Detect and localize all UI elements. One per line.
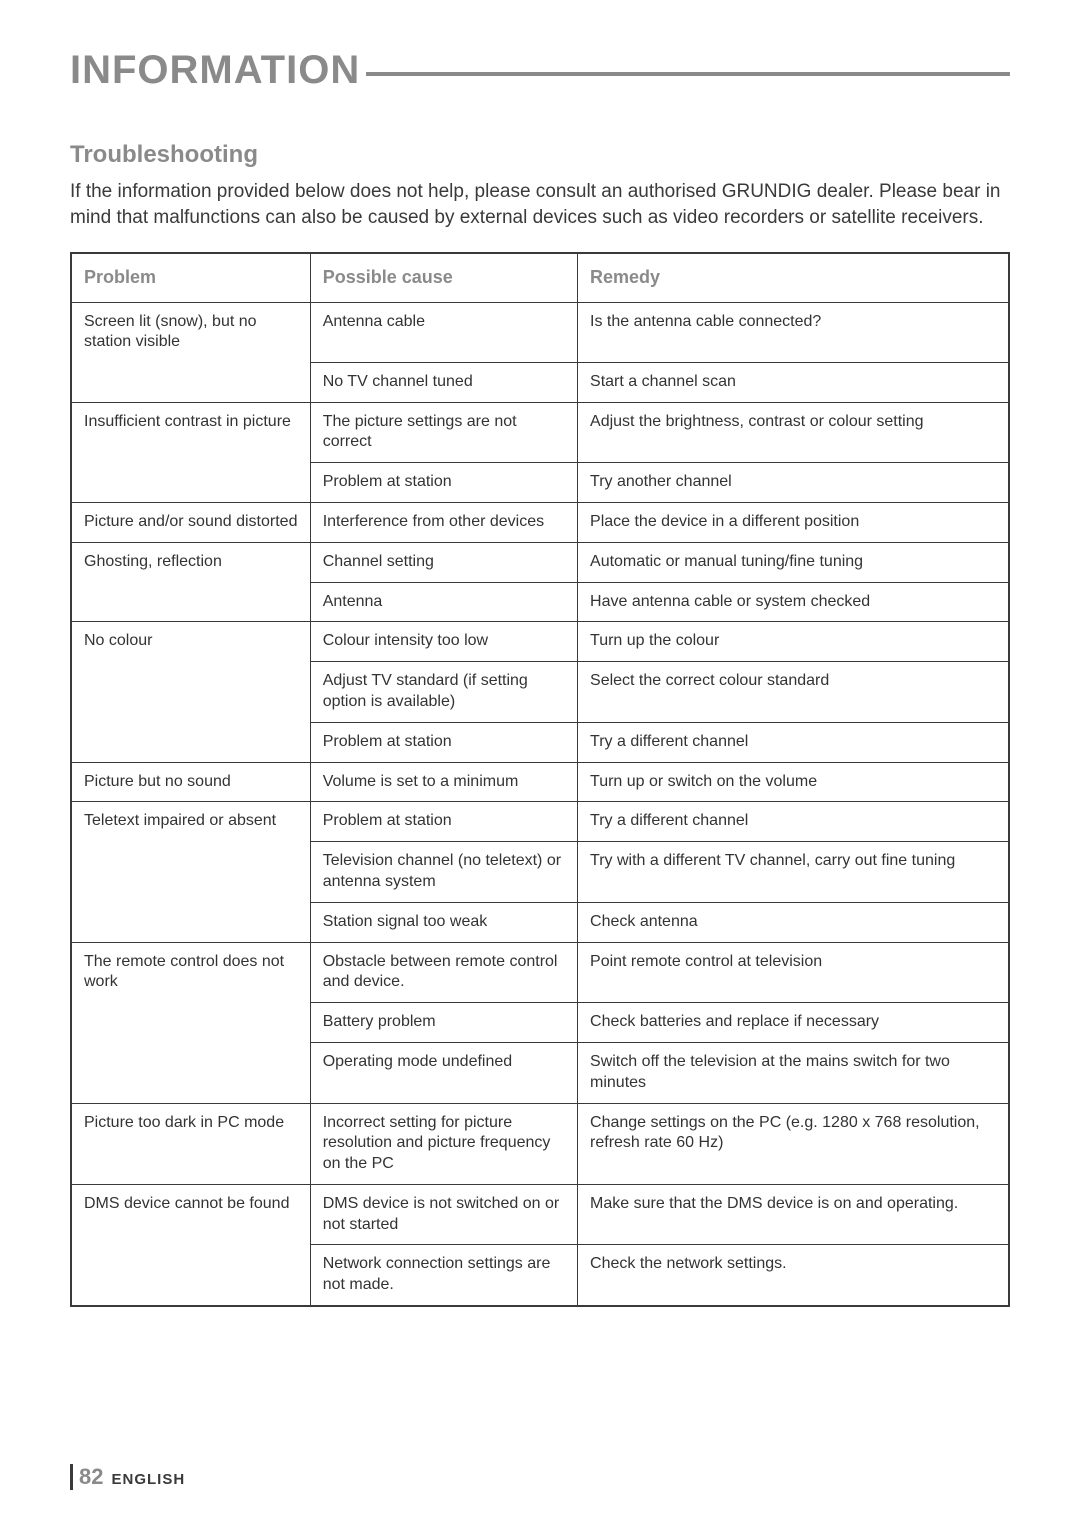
table-row: Picture but no soundVolume is set to a m… — [71, 762, 1009, 802]
table-row: No TV channel tunedStart a channel scan — [71, 362, 1009, 402]
table-row: Problem at stationTry a different channe… — [71, 722, 1009, 762]
cell-remedy: Make sure that the DMS device is on and … — [578, 1184, 1009, 1245]
cell-problem: Picture and/or sound distorted — [71, 502, 310, 542]
cell-cause: Problem at station — [310, 802, 577, 842]
cell-remedy: Is the antenna cable connected? — [578, 302, 1009, 362]
cell-problem: Picture but no sound — [71, 762, 310, 802]
cell-remedy: Automatic or manual tuning/fine tuning — [578, 542, 1009, 582]
cell-cause: Battery problem — [310, 1003, 577, 1043]
cell-problem: Picture too dark in PC mode — [71, 1103, 310, 1184]
cell-cause: Incorrect setting for picture resolution… — [310, 1103, 577, 1184]
cell-remedy: Check batteries and replace if necessary — [578, 1003, 1009, 1043]
chapter-title: INFORMATION — [70, 48, 1010, 93]
cell-remedy: Try a different channel — [578, 802, 1009, 842]
footer-bar — [70, 1464, 73, 1490]
troubleshooting-table: Problem Possible cause Remedy Screen lit… — [70, 252, 1010, 1307]
table-row: Battery problemCheck batteries and repla… — [71, 1003, 1009, 1043]
cell-remedy: Check the network settings. — [578, 1245, 1009, 1306]
cell-cause: Operating mode undefined — [310, 1042, 577, 1103]
chapter-title-text: INFORMATION — [70, 48, 360, 93]
cell-remedy: Try another channel — [578, 463, 1009, 503]
title-rule — [366, 72, 1010, 76]
cell-problem — [71, 662, 310, 723]
cell-problem — [71, 902, 310, 942]
col-cause: Possible cause — [310, 253, 577, 302]
cell-cause: Problem at station — [310, 463, 577, 503]
cell-cause: Network connection settings are not made… — [310, 1245, 577, 1306]
cell-problem: Screen lit (snow), but no station visibl… — [71, 302, 310, 362]
table-body: Screen lit (snow), but no station visibl… — [71, 302, 1009, 1306]
cell-problem — [71, 1042, 310, 1103]
table-row: Ghosting, reflectionChannel settingAutom… — [71, 542, 1009, 582]
cell-problem: No colour — [71, 622, 310, 662]
cell-remedy: Have antenna cable or system checked — [578, 582, 1009, 622]
cell-cause: Problem at station — [310, 722, 577, 762]
cell-problem: Ghosting, reflection — [71, 542, 310, 582]
cell-problem: Teletext impaired or absent — [71, 802, 310, 842]
table-row: Problem at stationTry another channel — [71, 463, 1009, 503]
intro-paragraph: If the information provided below does n… — [70, 179, 1010, 230]
cell-cause: Adjust TV standard (if setting option is… — [310, 662, 577, 723]
cell-problem — [71, 362, 310, 402]
table-row: Picture too dark in PC modeIncorrect set… — [71, 1103, 1009, 1184]
cell-cause: Antenna cable — [310, 302, 577, 362]
table-row: Teletext impaired or absentProblem at st… — [71, 802, 1009, 842]
cell-problem — [71, 582, 310, 622]
cell-problem: The remote control does not work — [71, 942, 310, 1003]
cell-remedy: Place the device in a different position — [578, 502, 1009, 542]
cell-remedy: Turn up or switch on the volume — [578, 762, 1009, 802]
cell-cause: Channel setting — [310, 542, 577, 582]
cell-problem — [71, 1003, 310, 1043]
cell-problem — [71, 722, 310, 762]
cell-cause: Station signal too weak — [310, 902, 577, 942]
table-row: DMS device cannot be foundDMS device is … — [71, 1184, 1009, 1245]
table-row: The remote control does not workObstacle… — [71, 942, 1009, 1003]
cell-remedy: Turn up the colour — [578, 622, 1009, 662]
col-problem: Problem — [71, 253, 310, 302]
cell-remedy: Adjust the brightness, contrast or colou… — [578, 402, 1009, 463]
cell-remedy: Try with a different TV channel, carry o… — [578, 842, 1009, 903]
cell-remedy: Check antenna — [578, 902, 1009, 942]
table-row: Television channel (no teletext) or ante… — [71, 842, 1009, 903]
cell-remedy: Switch off the television at the mains s… — [578, 1042, 1009, 1103]
cell-remedy: Point remote control at television — [578, 942, 1009, 1003]
page-number: 82 — [79, 1464, 103, 1490]
page-footer: 82 ENGLISH — [70, 1464, 185, 1490]
cell-cause: DMS device is not switched on or not sta… — [310, 1184, 577, 1245]
cell-cause: Obstacle between remote control and devi… — [310, 942, 577, 1003]
table-row: Insufficient contrast in pictureThe pict… — [71, 402, 1009, 463]
table-row: Picture and/or sound distortedInterferen… — [71, 502, 1009, 542]
cell-cause: Antenna — [310, 582, 577, 622]
cell-problem — [71, 463, 310, 503]
cell-problem — [71, 1245, 310, 1306]
cell-problem: DMS device cannot be found — [71, 1184, 310, 1245]
footer-language: ENGLISH — [111, 1471, 185, 1488]
table-row: Adjust TV standard (if setting option is… — [71, 662, 1009, 723]
table-row: Network connection settings are not made… — [71, 1245, 1009, 1306]
cell-remedy: Select the correct colour standard — [578, 662, 1009, 723]
section-title: Troubleshooting — [70, 141, 1010, 169]
table-row: No colourColour intensity too lowTurn up… — [71, 622, 1009, 662]
cell-cause: Television channel (no teletext) or ante… — [310, 842, 577, 903]
table-row: Screen lit (snow), but no station visibl… — [71, 302, 1009, 362]
cell-cause: No TV channel tuned — [310, 362, 577, 402]
table-header-row: Problem Possible cause Remedy — [71, 253, 1009, 302]
cell-cause: The picture settings are not correct — [310, 402, 577, 463]
cell-cause: Interference from other devices — [310, 502, 577, 542]
cell-problem — [71, 842, 310, 903]
table-row: AntennaHave antenna cable or system chec… — [71, 582, 1009, 622]
col-remedy: Remedy — [578, 253, 1009, 302]
cell-cause: Colour intensity too low — [310, 622, 577, 662]
table-row: Station signal too weakCheck antenna — [71, 902, 1009, 942]
cell-remedy: Start a channel scan — [578, 362, 1009, 402]
cell-remedy: Change settings on the PC (e.g. 1280 x 7… — [578, 1103, 1009, 1184]
table-row: Operating mode undefinedSwitch off the t… — [71, 1042, 1009, 1103]
cell-cause: Volume is set to a minimum — [310, 762, 577, 802]
cell-problem: Insufficient contrast in picture — [71, 402, 310, 463]
cell-remedy: Try a different channel — [578, 722, 1009, 762]
